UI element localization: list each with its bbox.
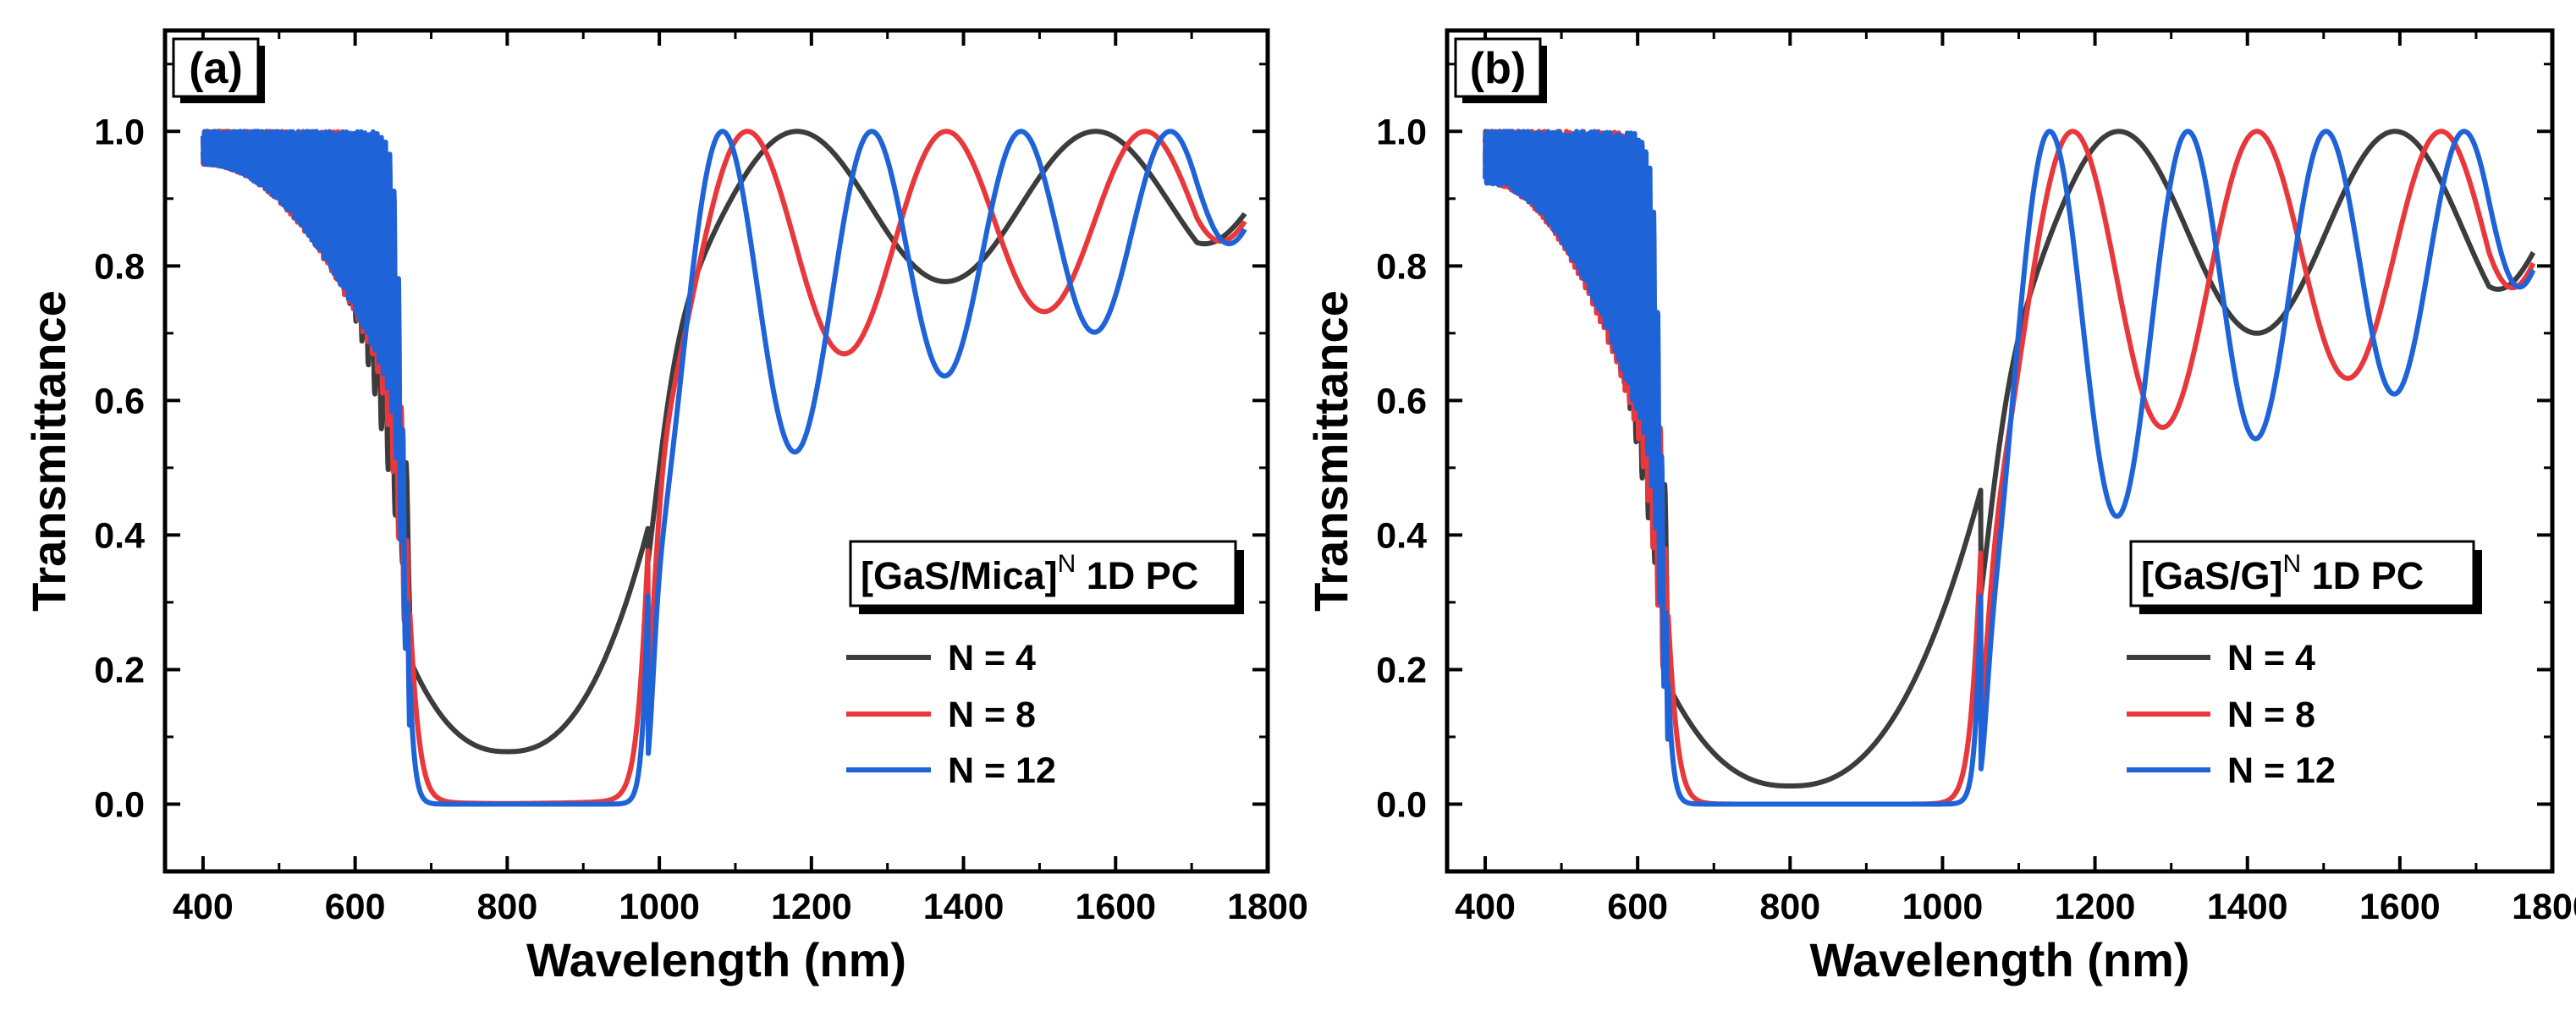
y-tick-label: 0.6 <box>1376 381 1427 421</box>
legend-label-n8: N = 8 <box>948 695 1036 735</box>
y-tick-label: 1.0 <box>1376 112 1427 152</box>
x-axis-title: Wavelength (nm) <box>526 933 906 986</box>
y-axis-title: Transmittance <box>22 290 75 612</box>
x-tick-label: 1000 <box>619 887 700 927</box>
y-tick-label: 0.6 <box>94 381 145 421</box>
x-tick-label: 1600 <box>1075 887 1156 927</box>
x-tick-label: 600 <box>1607 887 1668 927</box>
legend-label-n12: N = 12 <box>948 750 1056 791</box>
legend-title: [GaS/G]N 1D PC <box>2141 550 2424 597</box>
legend-title: [GaS/Mica]N 1D PC <box>861 550 1198 597</box>
x-tick-label: 1800 <box>1227 887 1308 927</box>
y-tick-label: 0.2 <box>94 650 145 690</box>
panel-label-box <box>1454 37 1542 98</box>
x-tick-label: 1200 <box>771 887 852 927</box>
y-tick-label: 0.8 <box>94 246 145 287</box>
x-tick-label: 1400 <box>2207 887 2288 927</box>
y-axis-title: Transmittance <box>1304 290 1357 612</box>
legend-title-box <box>849 540 1237 607</box>
x-tick-label: 1000 <box>1902 887 1984 927</box>
legend-label-n4: N = 4 <box>948 638 1036 679</box>
y-tick-label: 0.4 <box>1376 515 1427 556</box>
legend-label-n4: N = 4 <box>2227 638 2315 679</box>
legend-title-box <box>2129 540 2475 607</box>
y-tick-label: 0.4 <box>94 515 145 556</box>
legend-label-n12: N = 12 <box>2227 750 2336 791</box>
x-tick-label: 1200 <box>2055 887 2136 927</box>
x-tick-label: 800 <box>1759 887 1820 927</box>
x-tick-label: 600 <box>325 887 386 927</box>
x-tick-label: 1400 <box>923 887 1005 927</box>
panel-label: (a) <box>189 44 243 93</box>
x-tick-label: 1800 <box>2512 887 2576 927</box>
x-tick-label: 1600 <box>2359 887 2441 927</box>
x-tick-label: 400 <box>1455 887 1516 927</box>
series-group <box>200 129 1247 807</box>
legend-label-n8: N = 8 <box>2227 695 2315 735</box>
panel-a: 400 600 800 1000 1200 1400 1600 1800 0.0 0.2 0.4 0.… <box>22 28 1308 986</box>
y-tick-label: 0.0 <box>1376 784 1427 825</box>
panel-label-box <box>172 37 260 98</box>
x-axis-title: Wavelength (nm) <box>1809 933 2189 986</box>
y-tick-label: 0.2 <box>1376 650 1427 690</box>
plot-frame <box>162 28 1270 874</box>
panel-label: (b) <box>1470 44 1526 93</box>
y-tick-label: 0.0 <box>94 784 145 825</box>
series-group <box>1483 129 2536 807</box>
y-tick-label: 1.0 <box>94 112 145 152</box>
panel-b: 400 600 800 1000 1200 1400 1600 1800 0.0 0.2 0.4 0.… <box>1304 28 2576 986</box>
plot-frame <box>1445 28 2555 874</box>
y-tick-label: 0.8 <box>1376 246 1427 287</box>
series-line-n12 <box>200 129 1247 807</box>
series-line-n12 <box>1483 129 2536 807</box>
x-tick-label: 800 <box>477 887 538 927</box>
x-tick-label: 400 <box>173 887 234 927</box>
